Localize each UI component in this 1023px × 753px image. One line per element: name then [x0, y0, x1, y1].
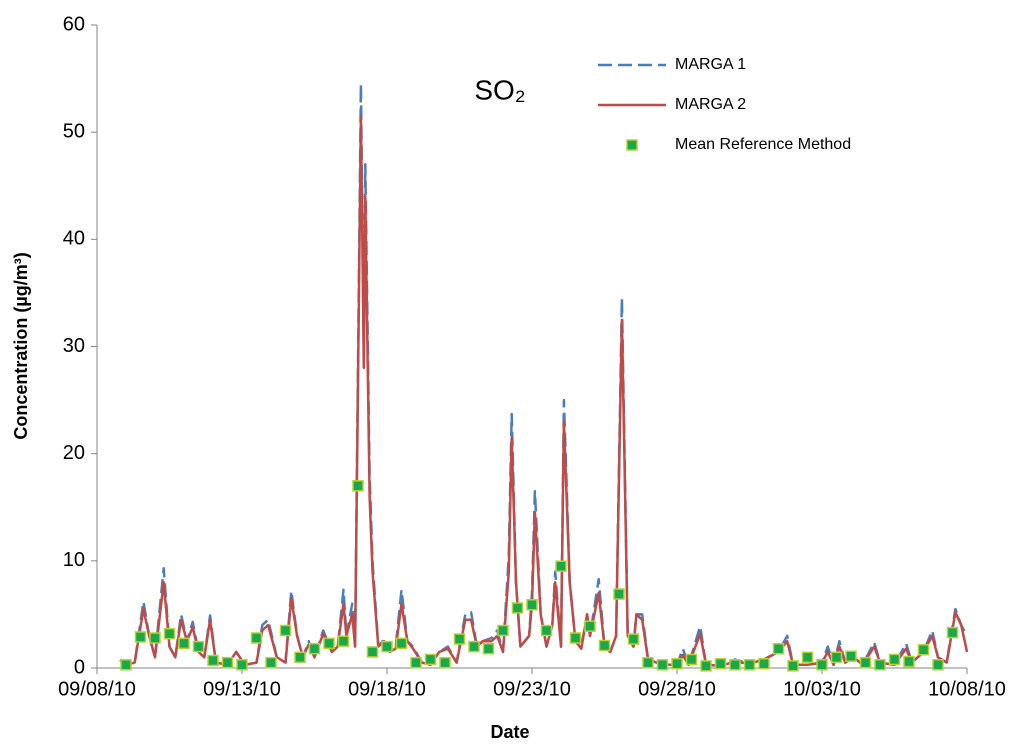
data-marker [743, 659, 756, 671]
data-marker [903, 655, 915, 668]
data-marker [120, 659, 132, 671]
y-tick-label: 20 [63, 442, 85, 464]
data-marker [758, 657, 770, 670]
data-marker [279, 624, 292, 637]
data-marker [888, 653, 901, 666]
chart-title: SO₂ [474, 74, 525, 105]
data-marker [584, 620, 596, 632]
legend-label: Mean Reference Method [675, 136, 851, 153]
data-marker [424, 653, 437, 666]
legend-marker [626, 139, 638, 151]
data-marker [207, 654, 219, 667]
data-marker [656, 659, 669, 671]
data-marker [772, 642, 785, 655]
data-marker [511, 602, 524, 614]
data-marker [236, 659, 248, 671]
data-marker [294, 651, 306, 664]
x-tick-label: 10/08/10 [928, 678, 1006, 700]
data-marker [729, 659, 741, 671]
y-tick-label: 0 [74, 656, 85, 678]
data-marker [816, 659, 828, 671]
data-marker [410, 656, 422, 669]
data-line [119, 114, 969, 668]
x-tick-label: 09/28/10 [638, 678, 716, 700]
x-axis-label: Date [490, 722, 529, 742]
data-marker [801, 651, 814, 664]
data-marker [178, 637, 190, 650]
y-tick-label: 40 [63, 228, 85, 250]
data-marker [787, 660, 799, 672]
data-marker [163, 627, 176, 640]
data-marker [381, 640, 393, 653]
data-marker [337, 635, 350, 647]
data-marker [671, 657, 683, 670]
data-marker [221, 656, 234, 669]
legend-label: MARGA 2 [675, 96, 746, 113]
data-marker [366, 646, 379, 658]
data-marker [323, 637, 335, 650]
data-marker [932, 659, 944, 671]
data-marker [134, 631, 147, 643]
x-tick-label: 09/18/10 [348, 678, 426, 700]
data-marker [685, 653, 698, 666]
data-marker [830, 651, 843, 664]
x-tick-label: 09/13/10 [203, 678, 281, 700]
data-marker [352, 480, 364, 492]
data-marker [526, 599, 538, 611]
y-axis-label: Concentration (µg/m³) [11, 252, 31, 439]
data-marker [149, 632, 161, 644]
data-marker [598, 639, 611, 652]
data-marker [453, 633, 466, 645]
data-marker [395, 637, 408, 650]
data-marker [468, 640, 480, 653]
data-marker [308, 642, 321, 655]
data-marker [265, 656, 277, 669]
data-marker [439, 656, 451, 669]
data-marker [946, 626, 959, 639]
y-tick-label: 50 [63, 120, 85, 142]
data-marker [917, 644, 930, 656]
x-tick-label: 09/23/10 [493, 678, 571, 700]
data-marker [497, 624, 509, 637]
y-tick-label: 10 [63, 549, 85, 571]
data-marker [714, 657, 727, 670]
y-tick-label: 30 [63, 335, 85, 357]
data-marker [250, 632, 263, 644]
data-marker [482, 642, 495, 655]
x-tick-label: 09/08/10 [58, 678, 136, 700]
data-marker [569, 632, 582, 644]
data-marker [700, 660, 712, 672]
data-marker [642, 656, 654, 669]
legend-label: MARGA 1 [675, 56, 746, 73]
data-line [119, 82, 969, 668]
data-marker [540, 624, 553, 637]
y-tick-label: 60 [63, 13, 85, 35]
data-marker [874, 659, 886, 671]
data-marker [192, 640, 205, 653]
data-marker [859, 656, 872, 669]
data-marker [613, 588, 625, 600]
data-marker [845, 650, 857, 662]
data-marker [555, 560, 567, 572]
x-tick-label: 10/03/10 [783, 678, 861, 700]
data-marker [627, 633, 640, 645]
